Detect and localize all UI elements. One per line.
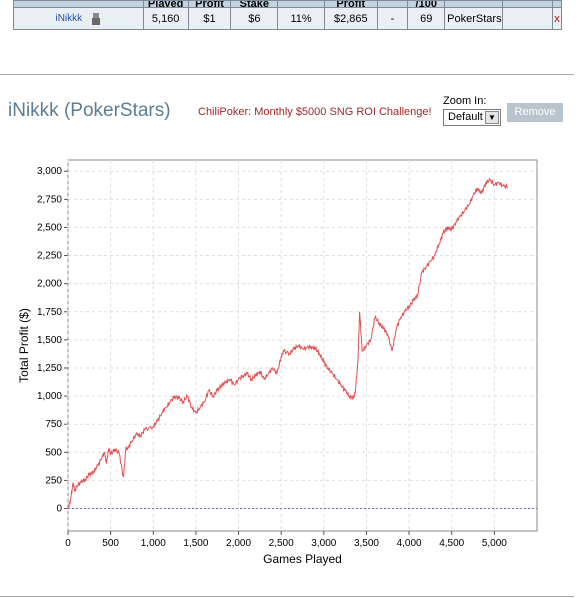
col-header-played: Played: [142, 0, 189, 8]
player-icon: [91, 12, 101, 25]
chevron-down-icon[interactable]: ▼: [485, 111, 499, 124]
zoom-select[interactable]: Default ▼: [443, 109, 501, 126]
y-tick-label: 3,000: [37, 166, 62, 177]
y-tick-label: 1,000: [37, 391, 62, 402]
cell-stake: $6: [230, 7, 279, 30]
col-header-player: [13, 0, 144, 8]
cell-total-profit: $2,865: [323, 7, 378, 30]
x-tick-label: 500: [102, 538, 119, 549]
series-line: [67, 177, 509, 509]
col-header-per100: /100: [407, 0, 446, 8]
x-tick-label: 2,000: [226, 538, 251, 549]
col-header-roi: [277, 0, 325, 8]
col-header-site: [444, 0, 503, 8]
y-tick-label: 1,250: [37, 363, 62, 374]
cell-roi: 11%: [277, 7, 325, 30]
plot-area: [67, 159, 538, 532]
cell-per100: 69: [407, 7, 446, 30]
y-tick-label: 2,000: [37, 279, 62, 290]
x-tick-label: 1,500: [183, 538, 208, 549]
profit-chart: 0 250 500 750 1,000 1,250 1,500 1,750 2,000 2,250…: [17, 159, 538, 566]
remove-row-icon[interactable]: x: [554, 12, 560, 25]
col-header-profit: Profit: [187, 0, 232, 8]
y-tick-label: 0: [56, 504, 62, 515]
divider-top: [0, 74, 574, 75]
zoom-select-value: Default: [448, 111, 483, 123]
y-tick-label: 2,250: [37, 251, 62, 262]
col-header-blank: [376, 0, 409, 8]
x-tick-label: 3,500: [354, 538, 379, 549]
x-tick-label: 1,000: [141, 538, 166, 549]
cell-site: PokerStars: [444, 7, 503, 30]
cell-profit: $1: [187, 7, 232, 30]
cell-dash: -: [376, 7, 409, 30]
x-tick-label: 5,000: [482, 538, 507, 549]
stats-table: Played Profit Stake Profit /100 iNikkk 5…: [13, 0, 563, 30]
y-tick-label: 1,750: [37, 307, 62, 318]
cell-extra: [501, 7, 553, 30]
y-axis-label: Total Profit ($): [17, 308, 31, 383]
col-header-remove: [551, 0, 563, 8]
x-tick-label: 4,500: [439, 538, 464, 549]
table-header-row: Played Profit Stake Profit /100: [13, 0, 563, 8]
x-tick-label: 0: [65, 538, 71, 549]
x-tick-label: 3,000: [311, 538, 336, 549]
y-tick-label: 2,750: [37, 194, 62, 205]
cell-played: 5,160: [142, 7, 189, 30]
y-tick-label: 1,500: [37, 335, 62, 346]
y-tick-label: 250: [45, 475, 62, 486]
x-tick-label: 2,500: [269, 538, 294, 549]
promo-link[interactable]: ChiliPoker: Monthly $5000 SNG ROI Challe…: [198, 106, 432, 118]
page-title: iNikkk (PokerStars): [8, 100, 171, 121]
table-row: iNikkk 5,160 $1 $6 11% $2,865 - 69 Poker…: [13, 7, 563, 30]
x-tick-label: 4,000: [397, 538, 422, 549]
col-header-extra: [501, 0, 553, 8]
col-header-stake: Stake: [230, 0, 279, 8]
remove-button[interactable]: Remove: [507, 103, 563, 122]
cell-player: iNikkk: [13, 7, 144, 30]
col-header-total-profit: Profit: [323, 0, 378, 8]
cell-remove: x: [551, 7, 563, 30]
divider-bottom: [0, 596, 574, 597]
y-tick-label: 2,500: [37, 222, 62, 233]
y-tick-label: 500: [45, 447, 62, 458]
y-tick-label: 750: [45, 419, 62, 430]
player-link[interactable]: iNikkk: [55, 13, 83, 25]
x-axis-label: Games Played: [263, 552, 342, 566]
zoom-label: Zoom In:: [443, 95, 487, 107]
